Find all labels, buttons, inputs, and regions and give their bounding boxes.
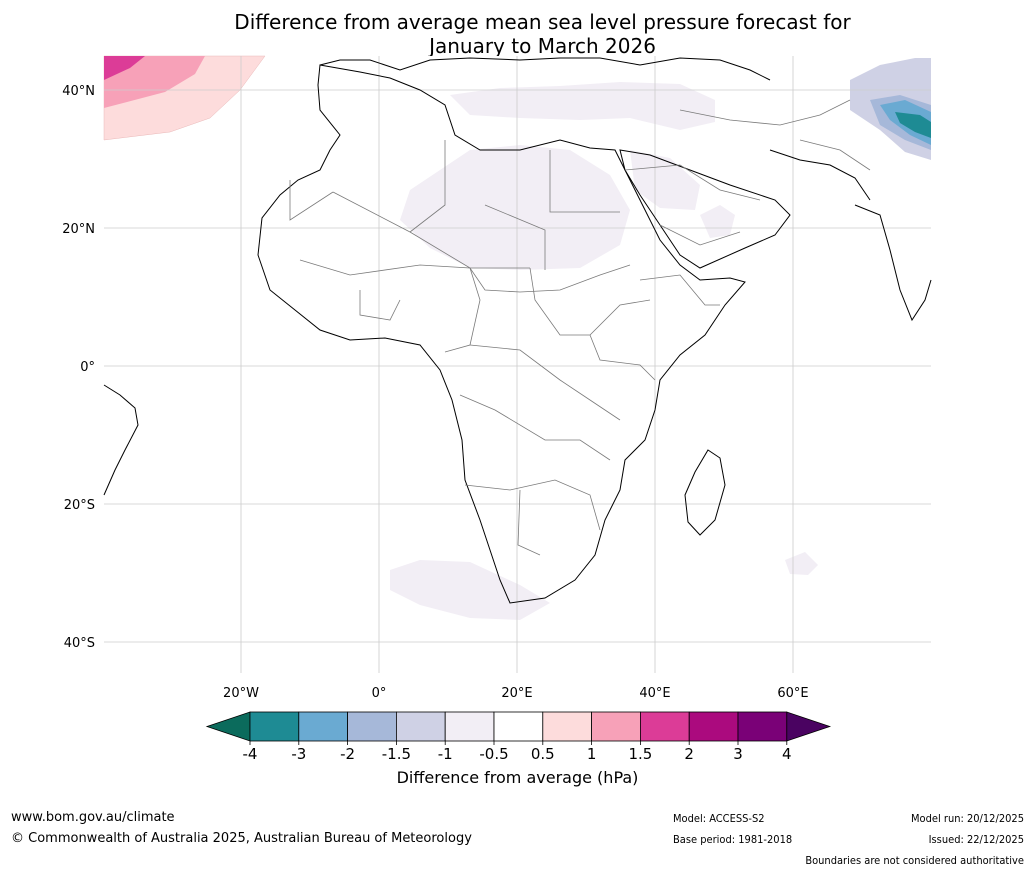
colorbar-tick-label: 1.5: [628, 745, 652, 763]
colorbar-extend-high: [786, 711, 832, 742]
colorbar-swatch: [493, 711, 544, 742]
coastlines: [103, 57, 932, 604]
colorbar-swatch: [591, 711, 641, 742]
latitude-labels: 40°N 20°N 0° 20°S 40°S: [62, 84, 95, 651]
colorbar-swatch: [347, 711, 397, 742]
colorbar-tick-label: -0.5: [479, 745, 508, 763]
lat-label: 20°S: [64, 498, 95, 513]
colorbar-tick-label: 4: [782, 745, 792, 763]
colorbar-swatch: [542, 711, 592, 742]
graticule: [104, 56, 931, 673]
colorbar-swatch: [249, 711, 300, 742]
model-info: Model: ACCESS-S2: [673, 812, 765, 825]
colorbar-tick-label: 1: [587, 745, 597, 763]
colorbar-tick-label: -2: [340, 745, 355, 763]
colorbar-label: Difference from average (hPa): [396, 768, 639, 787]
colorbar-tick-label: 0.5: [531, 745, 555, 763]
anomaly-lavender-sahara: [400, 145, 630, 270]
colorbar-extend-low: [205, 711, 251, 742]
country-borders: [289, 99, 871, 556]
colorbar-swatch: [737, 711, 788, 742]
iran-coastline: [769, 149, 871, 201]
south-america-coastline: [103, 384, 139, 496]
lat-label: 40°S: [64, 636, 95, 651]
colorbar-tick-label: 3: [733, 745, 743, 763]
colorbar-tick-label: -3: [291, 745, 306, 763]
issued-date: Issued: 22/12/2025: [928, 833, 1024, 846]
colorbar: -4 -3 -2 -1.5 -1 -0.5 0.5 1 1.5 2 3 4: [205, 711, 832, 763]
lon-label: 0°: [372, 686, 387, 701]
title-line-1: Difference from average mean sea level p…: [234, 10, 851, 34]
madagascar-coastline: [684, 449, 726, 536]
anomaly-lavender-med: [450, 82, 715, 130]
title-line-2: January to March 2026: [429, 34, 656, 58]
model-run: Model run: 20/12/2025: [911, 812, 1024, 825]
boundary-disclaimer: Boundaries are not considered authoritat…: [805, 854, 1024, 867]
map-area: [103, 55, 932, 673]
map-title: Difference from average mean sea level p…: [0, 10, 1035, 58]
lon-label: 20°W: [223, 686, 259, 701]
colorbar-tick-label: -4: [243, 745, 258, 763]
anomaly-lavender-arabia: [630, 150, 700, 210]
colorbar-swatch: [640, 711, 690, 742]
anomaly-pink-mid: [104, 56, 205, 108]
lon-label: 20°E: [501, 686, 532, 701]
africa-coastline: [257, 64, 746, 604]
site-url[interactable]: www.bom.gov.au/climate: [11, 810, 175, 825]
anomaly-lavender-south: [390, 560, 550, 620]
lat-label: 40°N: [62, 84, 95, 99]
anomaly-lavender-gulf: [700, 205, 735, 238]
india-coastline: [854, 204, 932, 322]
arabia-coastline: [619, 149, 791, 269]
lat-label: 0°: [80, 360, 95, 375]
lon-label: 40°E: [639, 686, 670, 701]
colorbar-swatch: [444, 711, 495, 742]
anomaly-pink-strong: [104, 56, 145, 80]
anomaly-teal: [895, 112, 931, 138]
colorbar-swatch: [298, 711, 348, 742]
colorbar-tick-label: -1.5: [382, 745, 411, 763]
colorbar-swatch: [395, 711, 446, 742]
colorbar-tick-label: 2: [684, 745, 694, 763]
colorbar-tick-label: -1: [438, 745, 453, 763]
lon-label: 60°E: [777, 686, 808, 701]
lat-label: 20°N: [62, 222, 95, 237]
colorbar-swatch: [688, 711, 739, 742]
longitude-labels: 20°W 0° 20°E 40°E 60°E: [223, 686, 809, 701]
europe-coastline: [319, 57, 771, 81]
copyright: © Commonwealth of Australia 2025, Austra…: [11, 831, 472, 846]
base-period: Base period: 1981-2018: [673, 833, 793, 846]
